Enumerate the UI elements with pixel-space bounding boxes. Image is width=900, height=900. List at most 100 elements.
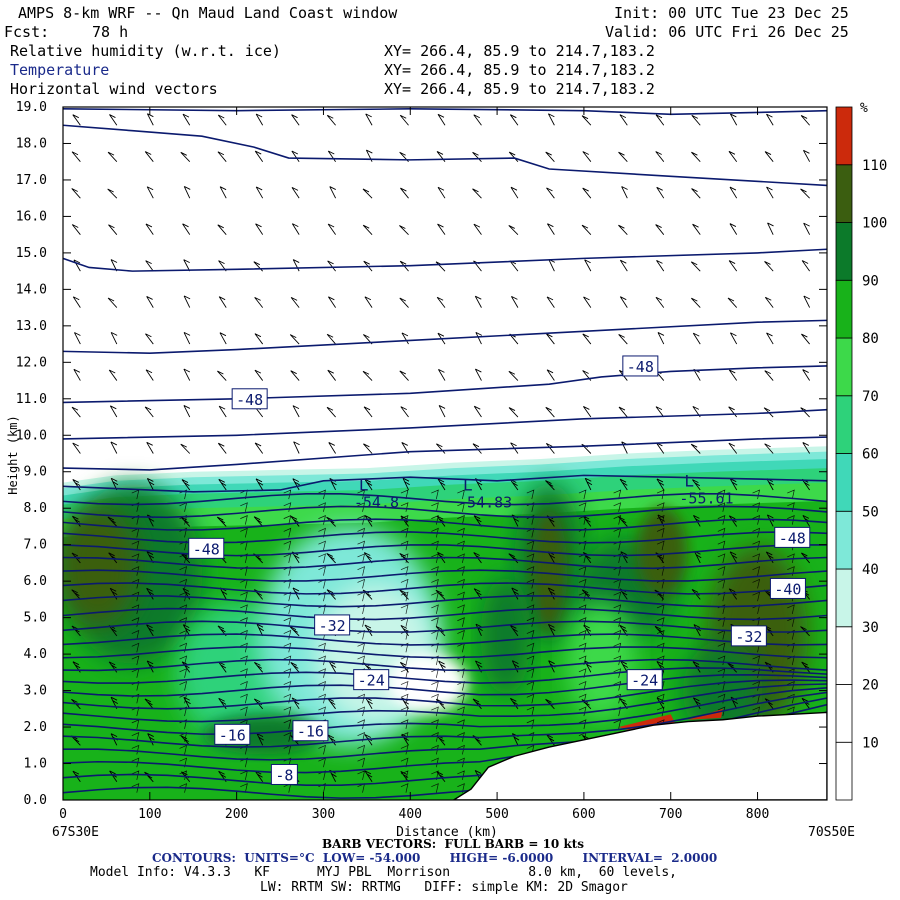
wind-barb <box>620 660 628 673</box>
wind-barb <box>217 114 227 126</box>
colorbar-bin <box>835 453 853 512</box>
wind-barb <box>764 370 774 381</box>
y-tick-label: 9.0 <box>24 465 47 480</box>
wind-barb <box>800 407 810 418</box>
wind-barb <box>472 151 482 163</box>
y-tick-label: 16.0 <box>16 209 47 224</box>
temp-contour-11-12km <box>63 365 827 404</box>
wind-barb <box>692 479 701 491</box>
wind-barb <box>581 224 592 235</box>
contour-label: -48 <box>193 540 220 558</box>
wind-barb <box>362 188 373 199</box>
wind-barb <box>146 441 154 454</box>
y-tick-label: 2.0 <box>24 720 47 735</box>
wind-barb <box>71 224 81 235</box>
wind-barb <box>618 406 628 418</box>
wind-barb <box>399 225 409 235</box>
x-tick-label: 700 <box>659 807 682 822</box>
wind-barb <box>110 331 118 345</box>
wind-barb <box>292 259 300 272</box>
wind-barb <box>290 296 300 308</box>
y-tick-label: 10.0 <box>16 428 47 443</box>
wind-barb <box>510 186 519 199</box>
contour-label: -48 <box>779 529 806 547</box>
contour-label: -24 <box>358 672 385 690</box>
wind-barb <box>108 369 118 381</box>
wind-barb <box>218 296 227 308</box>
wind-barb <box>508 370 519 381</box>
humidity-fill <box>63 446 827 800</box>
wind-barb <box>547 113 555 126</box>
wind-barb <box>690 443 701 454</box>
wind-barb <box>289 334 300 345</box>
y-tick-label: 1.0 <box>24 757 47 772</box>
wind-barb <box>183 295 191 308</box>
wind-barb <box>437 478 446 491</box>
wind-barb <box>618 151 628 163</box>
temp-contour-lower <box>63 518 827 531</box>
wind-barb <box>728 442 738 454</box>
wind-barb <box>728 150 738 162</box>
temp-contour-top <box>63 108 827 116</box>
wind-barb <box>292 405 300 418</box>
contour-label-box <box>231 388 268 410</box>
contour-label: -16 <box>219 726 246 744</box>
wind-barb <box>656 442 665 454</box>
wind-barb <box>547 623 556 637</box>
wind-barb <box>801 260 811 272</box>
wind-barb <box>146 186 154 199</box>
wind-barb <box>145 223 154 235</box>
wind-barb <box>145 333 154 345</box>
wind-barb <box>180 735 191 746</box>
wind-barb <box>73 368 81 381</box>
wind-barb <box>655 224 665 235</box>
wind-barb <box>545 442 555 454</box>
colorbar-tick-label: 30 <box>862 620 879 636</box>
contour-label-box <box>270 763 298 785</box>
field-wind-xy: XY= 266.4, 85.9 to 214.7,183.2 <box>384 80 655 98</box>
chart-title: AMPS 8-km WRF -- Qn Maud Land Coast wind… <box>18 4 398 22</box>
wind-barb <box>619 296 628 308</box>
wind-barb <box>326 333 336 345</box>
y-tick-label: 13.0 <box>16 319 47 334</box>
wind-barb <box>473 405 482 418</box>
contour-label-box <box>292 720 329 742</box>
wind-barb <box>583 296 592 308</box>
forecast-hour: 78 h <box>92 23 129 41</box>
low-marker: L <box>359 475 369 494</box>
temp-contour-lower <box>63 505 827 519</box>
forecast-label: Fcst: <box>4 23 50 41</box>
wind-barb <box>71 589 81 600</box>
wind-barb <box>729 113 738 126</box>
x-tick-label: 0 <box>59 807 67 822</box>
field-rh-name: Relative humidity (w.r.t. ice) <box>10 42 281 60</box>
wind-barb <box>472 188 482 199</box>
wind-barb <box>691 114 701 126</box>
cross-section-chart: -48-48-48-48-40-32-32-24 -24-16 -16-8L-54.… <box>6 100 887 840</box>
wind-barb <box>254 369 264 381</box>
wind-barb <box>74 332 81 345</box>
wind-barb <box>219 186 227 199</box>
colorbar-tick-label: 110 <box>862 158 887 174</box>
temp-contour-lower <box>63 646 827 659</box>
wind-barb <box>509 114 519 126</box>
wind-barb <box>475 331 483 345</box>
wind-barb <box>289 626 300 637</box>
wind-barb <box>364 624 373 637</box>
wind-barb <box>802 442 811 454</box>
temp-contour-lower <box>63 673 827 697</box>
x-start-label: 67S30E <box>52 825 99 840</box>
colorbar-bin <box>835 395 853 454</box>
wind-barb <box>72 479 81 491</box>
wind-barb <box>581 115 592 126</box>
wind-barb <box>145 369 154 381</box>
wind-barb <box>728 369 738 381</box>
wind-barb <box>656 259 665 272</box>
y-tick-label: 12.0 <box>16 355 47 370</box>
wind-barb <box>216 516 227 527</box>
wind-barb <box>691 188 701 199</box>
wind-barb <box>327 734 336 746</box>
wind-barb <box>146 296 154 308</box>
y-tick-label: 15.0 <box>16 246 47 261</box>
wind-barb <box>509 697 519 710</box>
